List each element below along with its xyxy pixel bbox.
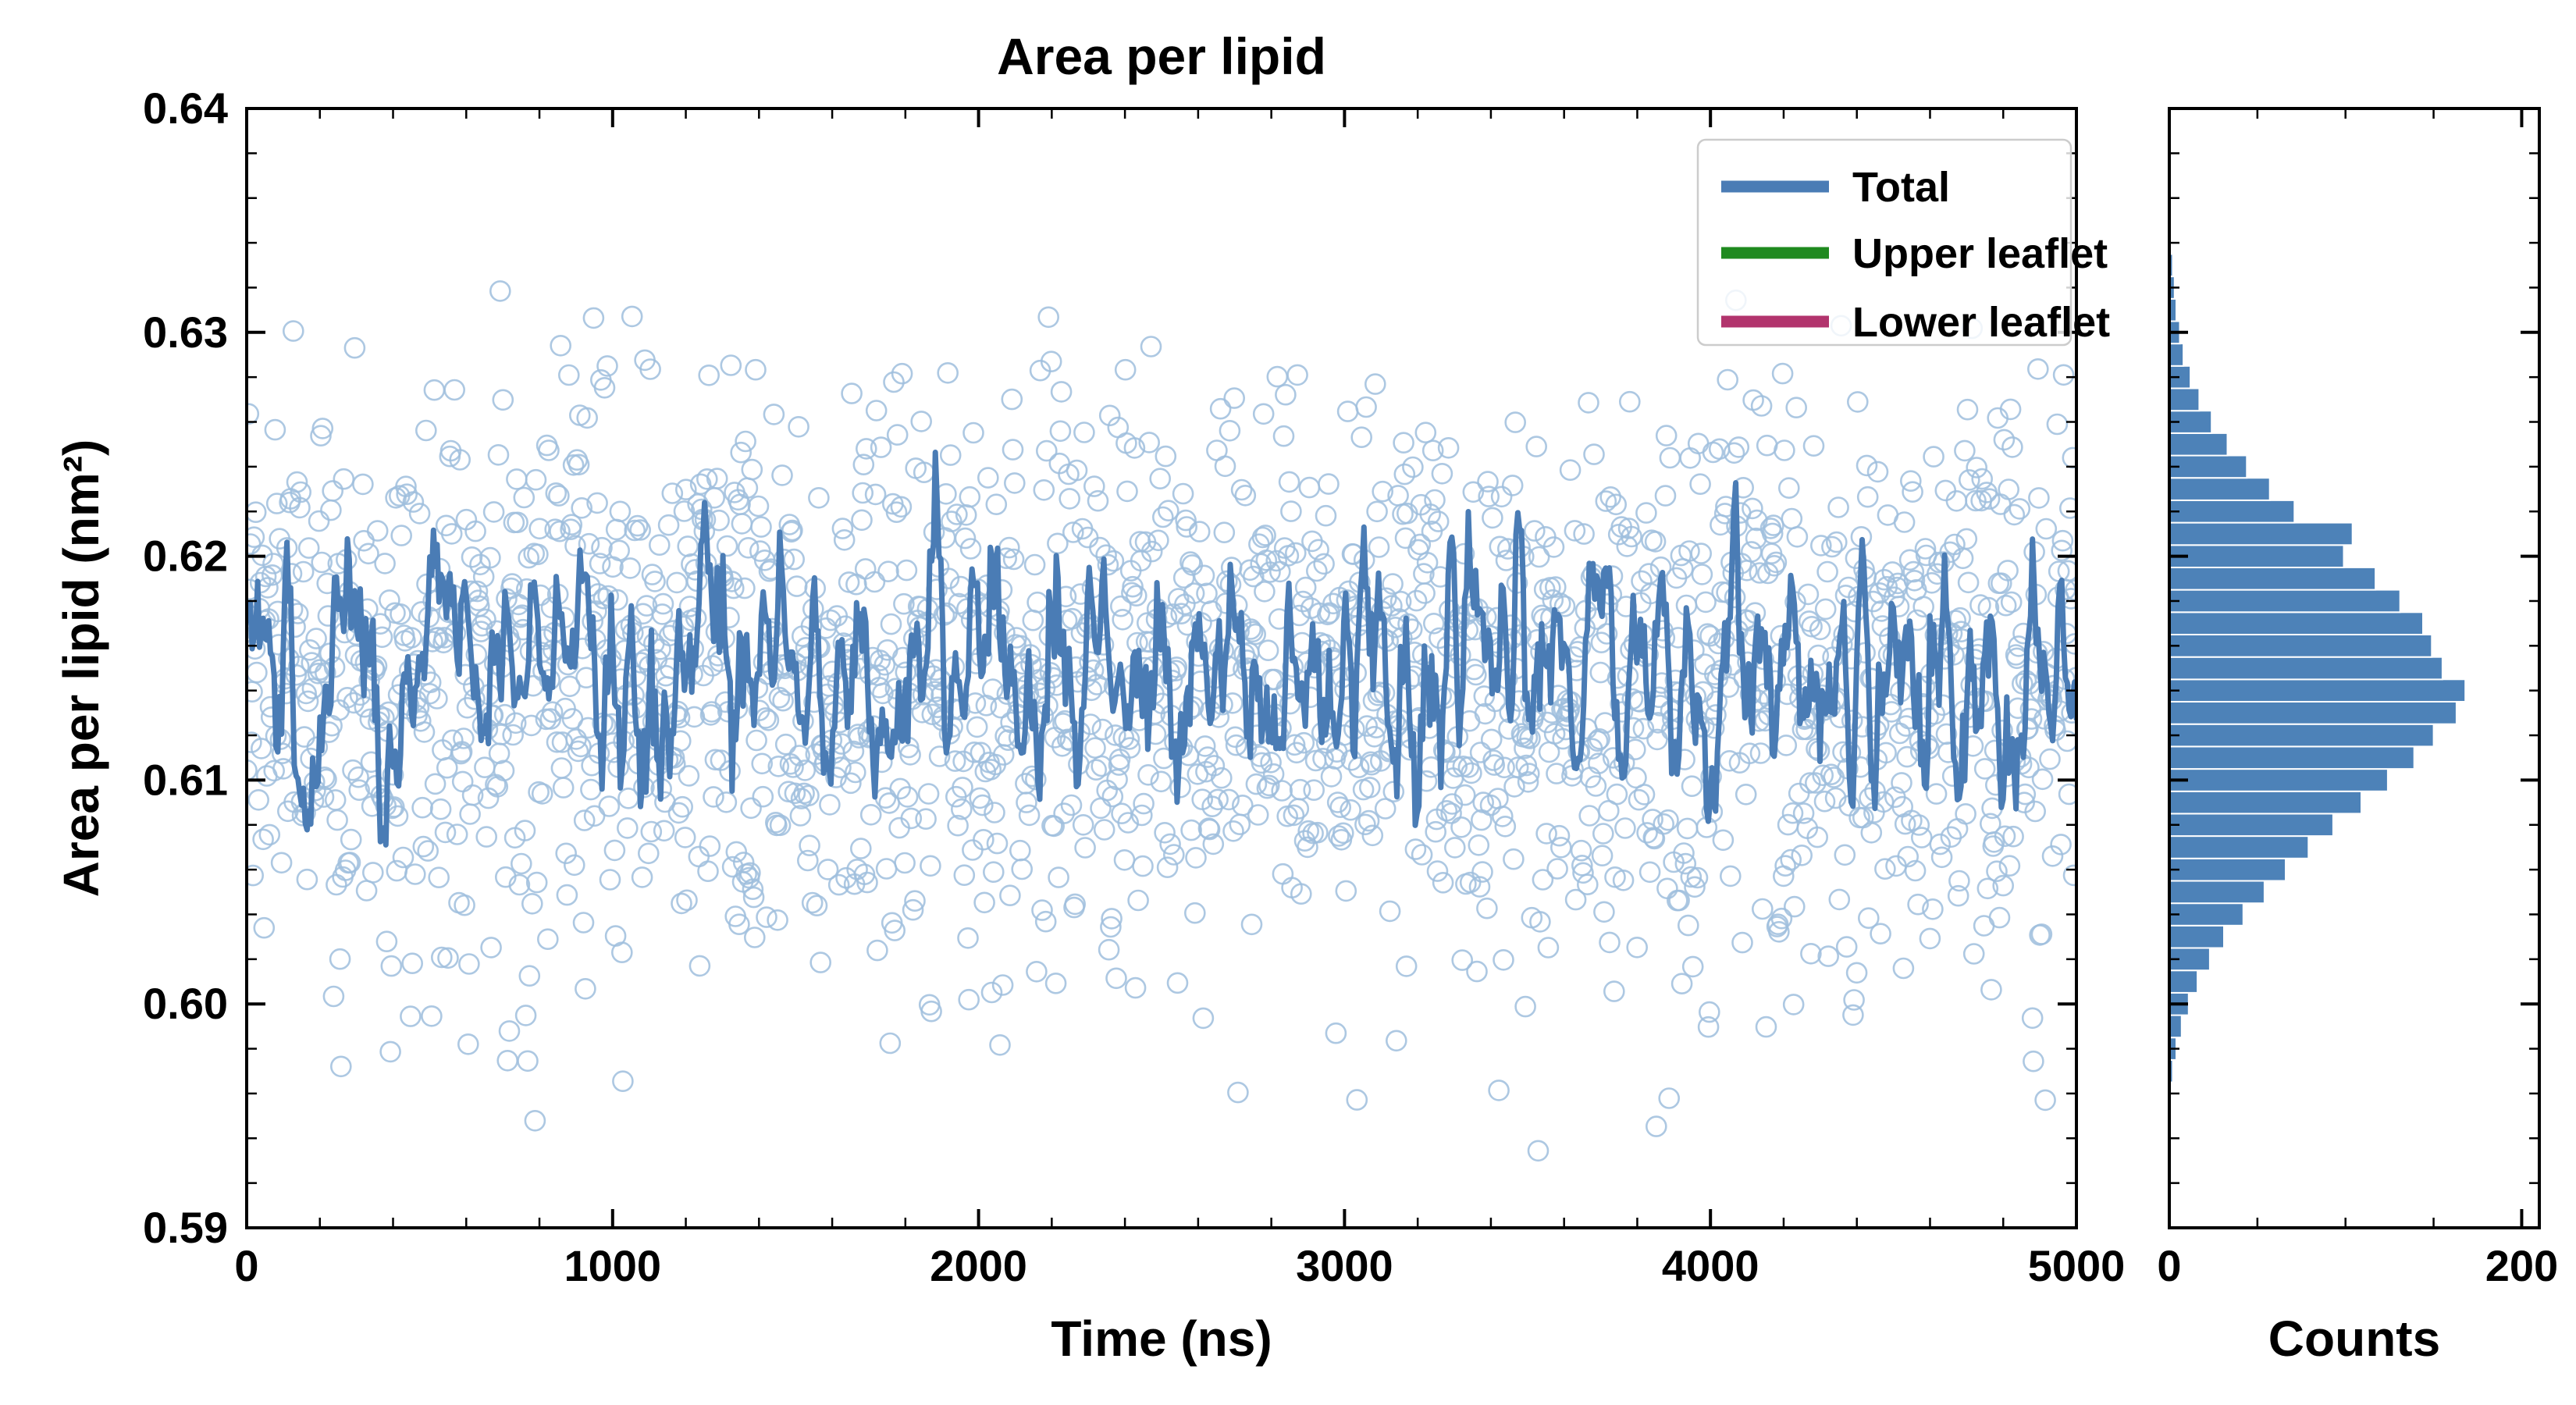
x-tick-label: 4000 bbox=[1662, 1241, 1759, 1290]
hist-bar bbox=[2169, 589, 2401, 614]
tick-labels: 0 1000 2000 3000 4000 50000.590.600.610.620.6… bbox=[143, 84, 2558, 1290]
hist-bar bbox=[2169, 813, 2334, 838]
y-tick-label: 0.64 bbox=[143, 84, 228, 133]
legend-label: Upper leaflet bbox=[1852, 230, 2108, 277]
y-tick-label: 0.62 bbox=[143, 532, 228, 581]
x-axis-label: Time (ns) bbox=[1051, 1311, 1272, 1367]
x-tick-label: 1000 bbox=[564, 1241, 662, 1290]
histogram-bars bbox=[2169, 208, 2467, 1083]
hist-x-tick-label: 200 bbox=[2485, 1241, 2558, 1290]
hist-bar bbox=[2169, 611, 2424, 635]
hist-axes-spine bbox=[2168, 107, 2541, 1229]
axes-spines bbox=[245, 107, 2541, 1229]
hist-x-axis-label: Counts bbox=[2268, 1311, 2441, 1367]
hist-bar bbox=[2169, 790, 2362, 815]
hist-bar bbox=[2169, 454, 2248, 479]
hist-bar bbox=[2169, 880, 2265, 905]
scatter-series-total bbox=[247, 280, 2076, 1162]
hist-bar bbox=[2169, 902, 2244, 927]
y-tick-label: 0.61 bbox=[143, 755, 228, 804]
legend-label: Total bbox=[1852, 164, 1950, 211]
hist-bar bbox=[2169, 969, 2199, 994]
chart-title: Area per lipid bbox=[997, 27, 1326, 85]
total-line bbox=[247, 450, 2076, 848]
legend-item: Lower leaflet bbox=[1721, 299, 2110, 346]
axes-ticks bbox=[245, 107, 2539, 1229]
hist-bar bbox=[2169, 656, 2443, 681]
hist-bar bbox=[2169, 634, 2433, 658]
hist-bar bbox=[2169, 343, 2185, 367]
hist-bar bbox=[2169, 1014, 2183, 1039]
hist-bar bbox=[2169, 857, 2286, 882]
legend-item: Upper leaflet bbox=[1721, 230, 2108, 277]
hist-bar bbox=[2169, 701, 2457, 725]
hist-bar bbox=[2169, 723, 2435, 748]
y-tick-label: 0.59 bbox=[143, 1203, 228, 1252]
hist-bar bbox=[2169, 924, 2225, 949]
hist-bar bbox=[2169, 544, 2345, 568]
hist-bar bbox=[2169, 768, 2389, 792]
hist-bar bbox=[2169, 477, 2271, 501]
hist-x-tick-label: 0 bbox=[2157, 1241, 2181, 1290]
hist-bar bbox=[2169, 678, 2467, 702]
hist-bar bbox=[2169, 566, 2377, 591]
y-tick-label: 0.60 bbox=[143, 979, 228, 1028]
legend-label: Lower leaflet bbox=[1852, 299, 2110, 346]
hist-bar bbox=[2169, 835, 2310, 859]
y-axis-label: Area per lipid (nm²) bbox=[53, 439, 109, 898]
legend: Total Upper leaflet Lower leaflet bbox=[1696, 138, 2110, 347]
legend-item: Total bbox=[1721, 164, 1950, 211]
hist-bar bbox=[2169, 387, 2201, 412]
hist-bar bbox=[2169, 432, 2229, 457]
y-tick-label: 0.63 bbox=[143, 308, 228, 357]
x-tick-label: 5000 bbox=[2028, 1241, 2126, 1290]
main-plot-area bbox=[247, 280, 2076, 1162]
x-tick-label: 0 bbox=[234, 1241, 258, 1290]
hist-bar bbox=[2169, 745, 2415, 770]
hist-bar bbox=[2169, 521, 2354, 546]
x-tick-label: 2000 bbox=[930, 1241, 1027, 1290]
hist-bar bbox=[2169, 499, 2296, 524]
main-axes-spine bbox=[245, 107, 2078, 1229]
x-tick-label: 3000 bbox=[1296, 1241, 1393, 1290]
